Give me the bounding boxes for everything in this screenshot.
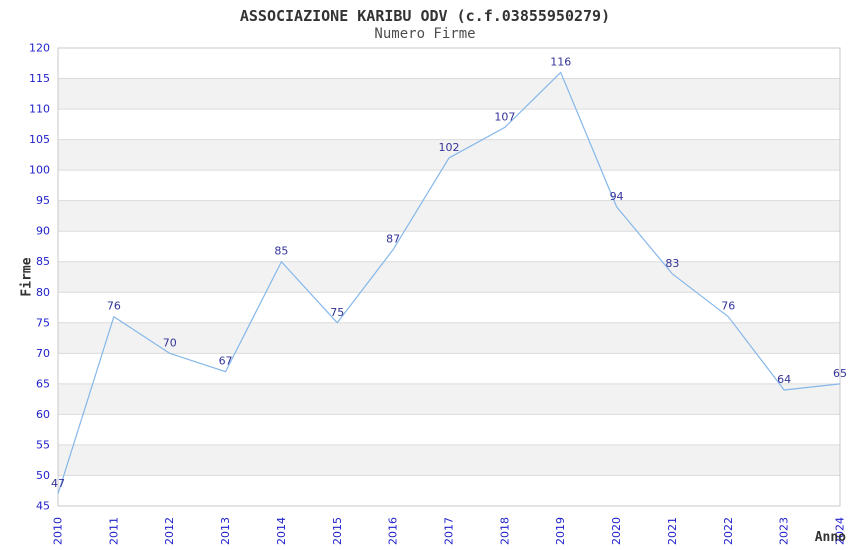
y-tick-label: 80 <box>36 286 50 299</box>
data-line <box>57 71 841 494</box>
chart-subtitle: Numero Firme <box>374 26 476 42</box>
y-tick-label: 75 <box>36 316 50 329</box>
data-point-label: 102 <box>439 141 460 154</box>
x-tick-label: 2019 <box>554 517 567 545</box>
data-point-label: 94 <box>610 190 624 203</box>
y-tick-label: 120 <box>29 42 50 55</box>
data-point-label: 107 <box>494 110 515 123</box>
x-tick-label: 2024 <box>834 517 847 545</box>
chart-title: ASSOCIAZIONE KARIBU ODV (c.f.03855950279… <box>239 7 611 25</box>
data-point-label: 87 <box>386 233 400 246</box>
plot-band <box>58 261 840 293</box>
x-tick-label: 2010 <box>52 517 65 545</box>
data-point-label: 76 <box>107 300 121 313</box>
y-tick-label: 105 <box>29 133 50 146</box>
data-point-label: 70 <box>163 336 177 349</box>
y-tick-label: 95 <box>36 194 50 207</box>
y-tick-label: 50 <box>36 469 50 482</box>
x-axis-title: Anno <box>814 530 846 545</box>
data-point-label: 83 <box>665 257 679 270</box>
y-tick-label: 115 <box>29 72 50 85</box>
plot-band <box>58 200 840 232</box>
x-tick-label: 2016 <box>387 517 400 545</box>
x-tick-label: 2011 <box>107 517 120 545</box>
y-tick-label: 85 <box>36 255 50 268</box>
data-point-label: 64 <box>777 373 791 386</box>
y-tick-label: 45 <box>36 500 50 513</box>
x-tick-label: 2020 <box>610 517 623 545</box>
plot-band <box>58 322 840 354</box>
x-tick-label: 2015 <box>331 517 344 545</box>
data-point-label: 67 <box>219 355 233 368</box>
plot-band <box>58 78 840 110</box>
plot-band <box>58 444 840 476</box>
y-tick-label: 55 <box>36 438 50 451</box>
x-tick-label: 2022 <box>722 517 735 545</box>
data-point-label: 85 <box>274 245 288 258</box>
x-tick-label: 2023 <box>778 517 791 545</box>
x-tick-label: 2012 <box>163 517 176 545</box>
data-point-label: 75 <box>330 306 344 319</box>
plot-band <box>58 383 840 415</box>
plot-band <box>58 139 840 171</box>
plot-border <box>57 47 841 507</box>
x-tick-label: 2018 <box>498 517 511 545</box>
y-tick-label: 90 <box>36 225 50 238</box>
y-tick-label: 65 <box>36 377 50 390</box>
x-tick-label: 2013 <box>219 517 232 545</box>
x-tick-label: 2014 <box>275 517 288 545</box>
x-tick-label: 2021 <box>666 517 679 545</box>
data-point-label: 47 <box>51 477 65 490</box>
data-point-label: 76 <box>721 300 735 313</box>
x-tick-label: 2017 <box>443 517 456 545</box>
data-point-label: 116 <box>550 55 571 68</box>
y-tick-label: 110 <box>29 103 50 116</box>
data-point-label: 65 <box>833 367 847 380</box>
y-tick-label: 60 <box>36 408 50 421</box>
y-tick-label: 100 <box>29 164 50 177</box>
y-tick-label: 70 <box>36 347 50 360</box>
